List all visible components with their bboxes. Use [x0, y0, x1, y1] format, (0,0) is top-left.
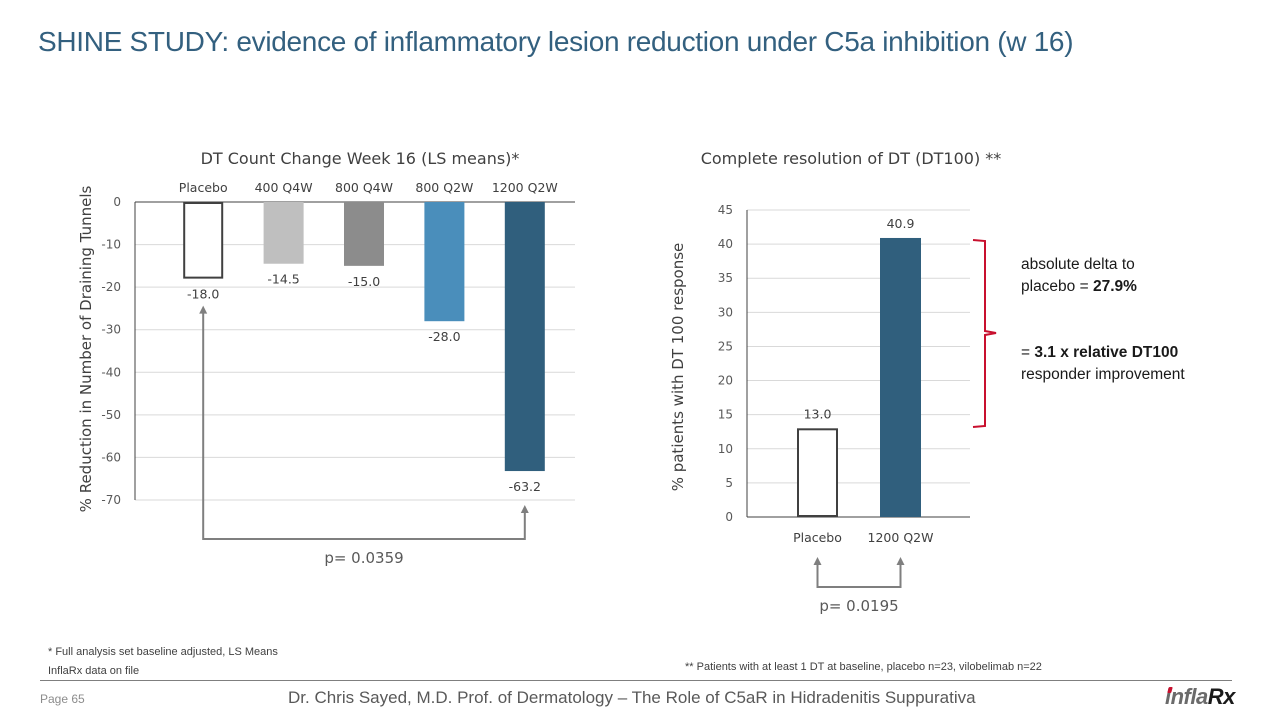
y-tick-label: -30 [101, 323, 121, 337]
arrow-up-icon [199, 305, 208, 314]
chart1-title: DT Count Change Week 16 (LS means)* [201, 149, 520, 168]
category-label: Placebo [793, 530, 842, 545]
footnote-data-on-file: InflaRx data on file [48, 665, 140, 677]
data-label: 40.9 [887, 216, 915, 231]
comparison-connector [202, 311, 526, 540]
y-tick-label: 25 [718, 339, 733, 353]
data-label: -63.2 [509, 479, 541, 494]
bar-placebo [183, 202, 224, 279]
bar-800-q2w [424, 202, 465, 322]
data-label: -15.0 [348, 274, 380, 289]
absolute-delta-annotation: absolute delta to placebo = 27.9% [1021, 254, 1137, 298]
chart1-y-axis-label: % Reduction in Number of Draining Tunnel… [77, 186, 95, 513]
data-label: -18.0 [187, 287, 219, 302]
chart2-y-axis-label: % patients with DT 100 response [669, 243, 687, 492]
y-tick-label: 20 [718, 374, 733, 388]
page-number: Page 65 [40, 692, 85, 706]
slide-title: SHINE STUDY: evidence of inflammatory le… [38, 26, 1074, 57]
annotation-line4: responder improvement [1021, 366, 1185, 383]
y-tick-label: 10 [718, 442, 733, 456]
arrow-up-icon [896, 557, 905, 565]
y-tick-label: 15 [718, 408, 733, 422]
y-tick-label: 35 [718, 271, 733, 285]
chart2-title: Complete resolution of DT (DT100) ** [701, 149, 1002, 168]
y-tick-label: 45 [718, 203, 733, 217]
bar-1200-q2w [880, 237, 921, 517]
y-tick-label: -20 [101, 280, 121, 294]
annotation-line2: placebo = 27.9% [1021, 278, 1137, 295]
data-label: -28.0 [428, 329, 460, 344]
data-label: 13.0 [804, 406, 832, 421]
y-tick-label: -60 [101, 450, 121, 464]
y-tick-label: -70 [101, 493, 121, 507]
arrow-up-icon [813, 557, 822, 565]
y-tick-label: 0 [725, 510, 733, 524]
y-tick-label: -50 [101, 408, 121, 422]
footer-divider [40, 680, 1232, 681]
annotation-line1: absolute delta to [1021, 256, 1135, 273]
category-label: 800 Q2W [415, 180, 473, 195]
y-tick-label: 30 [718, 305, 733, 319]
y-tick-label: -10 [101, 238, 121, 252]
bar-1200-q2w [504, 202, 545, 472]
category-label: 1200 Q2W [492, 180, 558, 195]
y-tick-label: 0 [113, 195, 121, 209]
bar-400-q4w [263, 202, 304, 264]
comparison-connector [816, 563, 902, 588]
presenter-footer: Dr. Chris Sayed, M.D. Prof. of Dermatolo… [288, 688, 976, 707]
p-value-label: p= 0.0195 [819, 597, 898, 615]
category-label: 400 Q4W [255, 180, 313, 195]
bar-placebo [797, 428, 838, 517]
y-tick-label: 5 [725, 476, 733, 490]
p-value-label: p= 0.0359 [324, 549, 403, 567]
relative-improvement-annotation: = 3.1 x relative DT100 responder improve… [1021, 342, 1185, 386]
data-label: -14.5 [267, 272, 299, 287]
category-label: Placebo [179, 180, 228, 195]
delta-bracket [972, 239, 997, 428]
bar-800-q4w [344, 202, 384, 266]
footnote-fas: * Full analysis set baseline adjusted, L… [48, 646, 278, 658]
arrow-up-icon [520, 505, 529, 514]
category-label: 1200 Q2W [868, 530, 934, 545]
inflarx-logo: inflaRx [1165, 684, 1235, 709]
annotation-line3: = 3.1 x relative DT100 [1021, 344, 1179, 361]
category-label: 800 Q4W [335, 180, 393, 195]
y-tick-label: 40 [718, 237, 733, 251]
footnote-patients: ** Patients with at least 1 DT at baseli… [685, 661, 1042, 673]
y-tick-label: -40 [101, 365, 121, 379]
